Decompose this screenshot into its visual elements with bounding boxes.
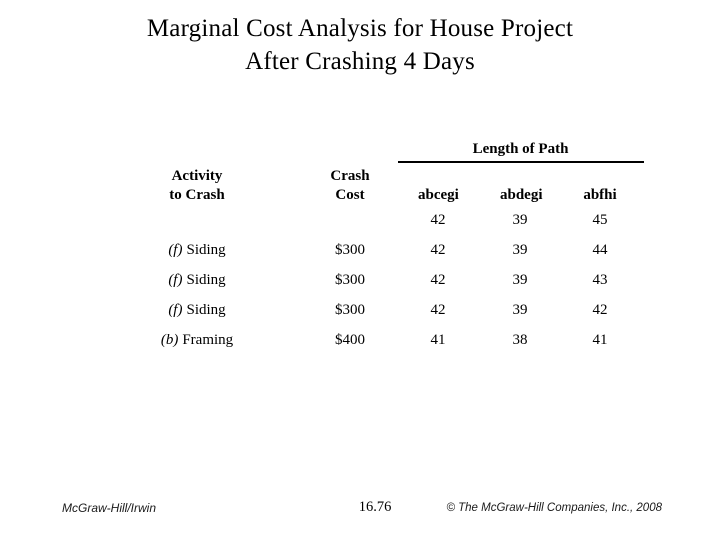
activity-name: Siding bbox=[186, 302, 226, 318]
table-row: (b) Framing $400 41 38 41 bbox=[117, 331, 620, 349]
cell-activity: (b) Framing bbox=[117, 331, 277, 349]
cell-path1-value: 42 bbox=[430, 302, 446, 318]
cell-crash-cost: $400 bbox=[335, 332, 365, 348]
cell-activity: (f) Siding bbox=[117, 241, 277, 259]
slide-title-line1: Marginal Cost Analysis for House Project bbox=[146, 15, 574, 42]
table-row: (f) Siding $300 42 39 42 bbox=[117, 301, 620, 319]
activity-name: Siding bbox=[186, 242, 226, 258]
cell-cost-empty bbox=[290, 211, 410, 229]
length-of-path-header: Length of Path bbox=[472, 141, 569, 157]
cell-path3-value: 43 bbox=[592, 272, 608, 288]
cell-path1-value: 42 bbox=[430, 242, 446, 258]
slide-title-line2: After Crashing 4 Days bbox=[245, 48, 475, 75]
activity-name: Framing bbox=[182, 332, 234, 348]
cell-path2-value: 39 bbox=[512, 242, 528, 258]
footer-brand: McGraw-Hill/Irwin bbox=[62, 501, 156, 515]
column-header-cost: Crash Cost bbox=[290, 167, 410, 205]
cell-path1-value: 42 bbox=[430, 272, 446, 288]
table-row: (f) Siding $300 42 39 43 bbox=[117, 271, 620, 289]
cell-activity: (f) Siding bbox=[117, 301, 277, 319]
column-header-cost-line2: Cost bbox=[335, 187, 365, 203]
length-of-path-underline bbox=[398, 161, 644, 163]
column-header-activity-line1: Activity bbox=[171, 168, 223, 184]
cell-path2-value: 38 bbox=[512, 332, 528, 348]
cell-path2-value: 39 bbox=[512, 302, 528, 318]
cell-path3-value: 42 bbox=[592, 302, 608, 318]
column-header-path-abfhi: abfhi bbox=[583, 187, 617, 203]
cell-crash-cost: $300 bbox=[335, 302, 365, 318]
footer-copyright: © The McGraw-Hill Companies, Inc., 2008 bbox=[446, 502, 662, 514]
cell-activity: (f) Siding bbox=[117, 271, 277, 289]
table-row-initial-lengths: 42 39 45 bbox=[117, 211, 620, 229]
table-header-row: Activity to Crash Crash Cost abcegi abde… bbox=[117, 167, 620, 205]
cell-path1-value: 41 bbox=[430, 332, 446, 348]
column-header-path-abdegi: abdegi bbox=[500, 187, 543, 203]
cell-path3-value: 41 bbox=[592, 332, 608, 348]
cell-crash-cost: $300 bbox=[335, 272, 365, 288]
cell-path2-value: 39 bbox=[512, 212, 528, 228]
column-header-activity: Activity to Crash bbox=[117, 167, 277, 205]
column-header-cost-line1: Crash bbox=[330, 168, 370, 184]
activity-code: (f) bbox=[168, 302, 183, 318]
cell-path2-value: 39 bbox=[512, 272, 528, 288]
cell-path1-value: 42 bbox=[430, 212, 446, 228]
activity-code: (f) bbox=[168, 272, 183, 288]
column-header-path-abcegi: abcegi bbox=[418, 187, 459, 203]
column-header-activity-line2: to Crash bbox=[169, 187, 225, 203]
activity-name: Siding bbox=[186, 272, 226, 288]
slide-title: Marginal Cost Analysis for House Project… bbox=[0, 12, 720, 78]
cell-path3-value: 44 bbox=[592, 242, 608, 258]
slide-number: 16.76 bbox=[358, 499, 392, 515]
cell-activity-empty bbox=[117, 211, 277, 229]
table-row: (f) Siding $300 42 39 44 bbox=[117, 241, 620, 259]
cell-path3-value: 45 bbox=[592, 212, 608, 228]
activity-code: (f) bbox=[168, 242, 183, 258]
activity-code: (b) bbox=[160, 332, 179, 348]
cell-crash-cost: $300 bbox=[335, 242, 365, 258]
